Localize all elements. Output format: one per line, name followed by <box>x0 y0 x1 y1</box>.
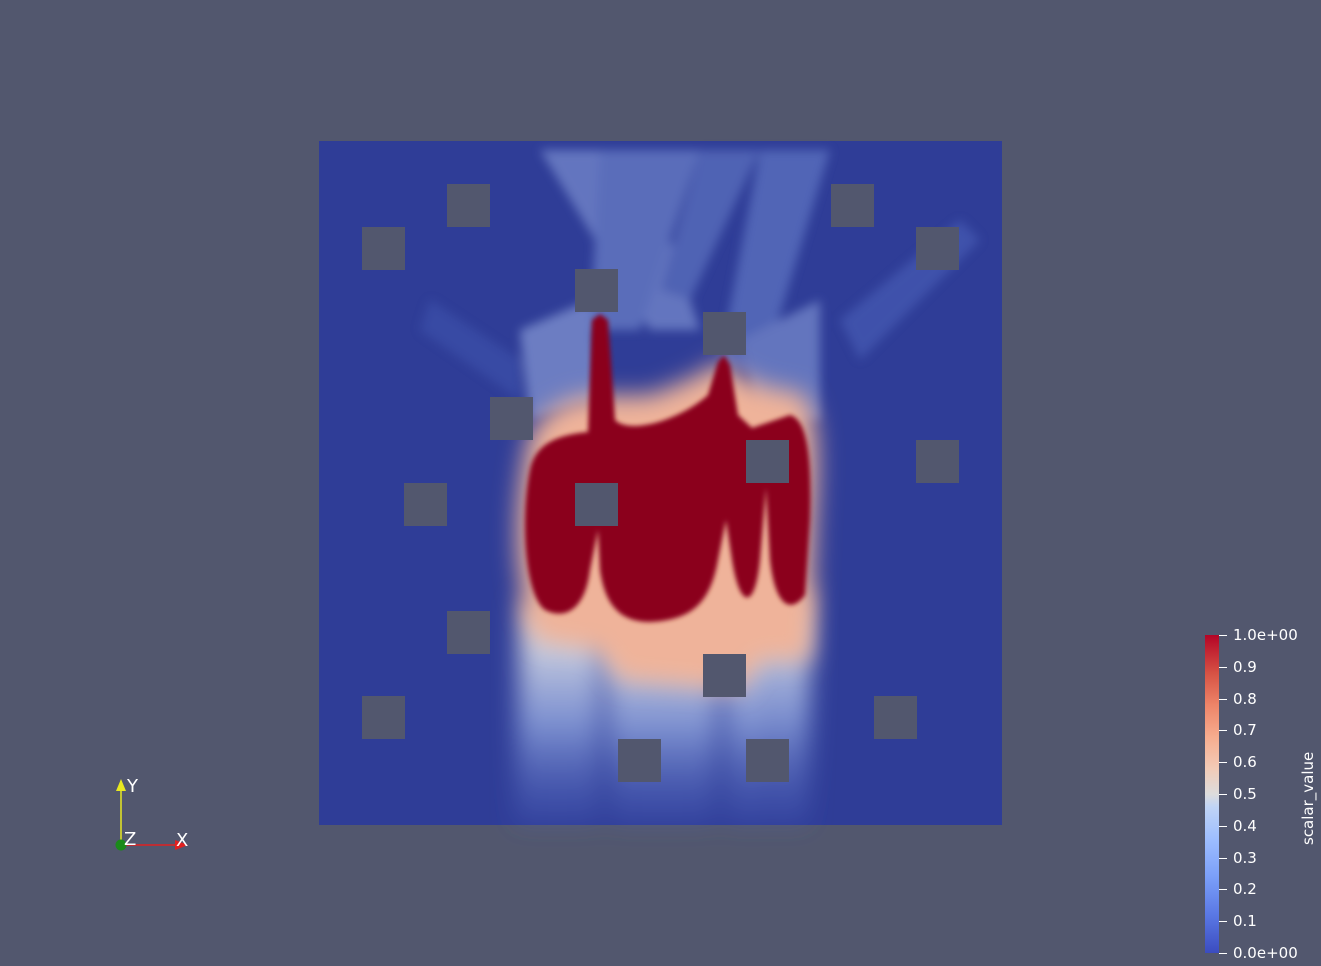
z-axis-origin <box>115 839 127 851</box>
obstacle <box>447 184 490 227</box>
obstacles <box>362 184 959 782</box>
colorbar-tick-label: 0.5 <box>1233 785 1257 803</box>
colorbar-tick <box>1219 794 1227 795</box>
colorbar-tick <box>1219 826 1227 827</box>
colorbar-tick-label: 0.3 <box>1233 849 1257 867</box>
y-axis-label: Y <box>126 776 139 797</box>
colorbar-tick <box>1219 667 1227 668</box>
colorbar-tick-label: 1.0e+00 <box>1233 626 1298 644</box>
colorbar-gradient <box>1205 635 1219 953</box>
obstacle <box>703 312 746 355</box>
colorbar-tick <box>1219 635 1227 636</box>
obstacle <box>831 184 874 227</box>
colorbar-tick <box>1219 858 1227 859</box>
plume-core <box>525 314 811 622</box>
colorbar-tick <box>1219 921 1227 922</box>
colorbar-tick-label: 0.8 <box>1233 690 1257 708</box>
obstacle <box>746 739 789 782</box>
obstacle <box>362 696 405 739</box>
obstacle <box>447 611 490 654</box>
orientation-axes: Y Z X <box>115 776 188 851</box>
z-axis-label: Z <box>124 829 136 850</box>
obstacle <box>703 654 746 697</box>
colorbar-tick-label: 0.9 <box>1233 658 1257 676</box>
obstacle <box>618 739 661 782</box>
colorbar-tick <box>1219 889 1227 890</box>
colorbar-tick <box>1219 699 1227 700</box>
obstacle <box>362 227 405 270</box>
y-axis-arrow <box>116 779 126 791</box>
colorbar-tick-label: 0.4 <box>1233 817 1257 835</box>
colorbar-tick <box>1219 953 1227 954</box>
obstacle <box>575 483 618 526</box>
colorbar-title: scalar_value <box>1299 751 1317 845</box>
colorbar-tick-label: 0.1 <box>1233 912 1257 930</box>
obstacle <box>916 227 959 270</box>
colorbar-tick <box>1219 730 1227 731</box>
colorbar-tick-label: 0.6 <box>1233 753 1257 771</box>
x-axis-label: X <box>176 830 188 851</box>
x-axis-arrow <box>175 840 188 850</box>
colorbar-tick-label: 0.7 <box>1233 721 1257 739</box>
obstacle <box>916 440 959 483</box>
colorbar: 1.0e+00 0.9 0.8 0.7 0.6 0.5 0.4 0.3 0.2 0.1 0.0e+0… <box>1203 627 1321 966</box>
obstacle <box>874 696 917 739</box>
colorbar-tick <box>1219 762 1227 763</box>
obstacle <box>490 397 533 440</box>
obstacle <box>575 269 618 312</box>
colorbar-tick-label: 0.2 <box>1233 880 1257 898</box>
obstacle <box>746 440 789 483</box>
obstacle <box>404 483 447 526</box>
colorbar-tick-label: 0.0e+00 <box>1233 944 1298 962</box>
